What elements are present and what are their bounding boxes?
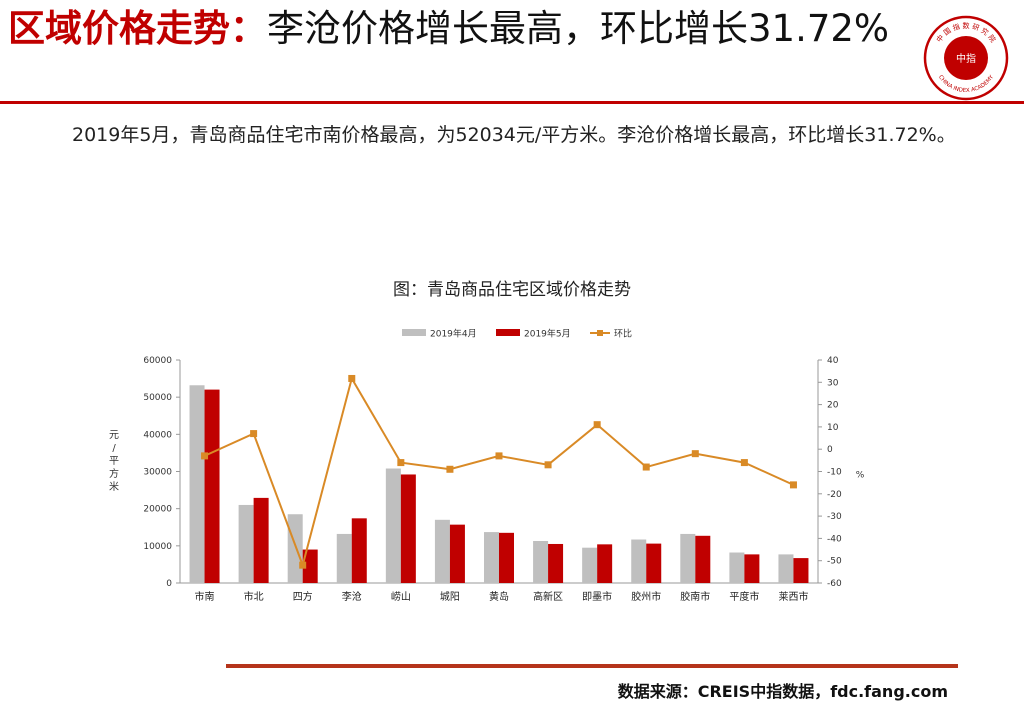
y2-tick-label: -40: [827, 534, 842, 544]
mom-point-2: [299, 561, 307, 569]
mom-point-7: [544, 461, 552, 469]
y-tick-label: 60000: [143, 356, 172, 366]
bar-april-11: [729, 552, 745, 583]
x-tick-label: 高新区: [533, 590, 563, 603]
y2-tick-label: 20: [827, 401, 839, 411]
bar-april-9: [631, 539, 647, 583]
page-title-prefix: 区域价格走势：: [8, 7, 267, 50]
bar-april-0: [189, 385, 205, 583]
bar-may-6: [499, 532, 514, 583]
bar-may-9: [646, 543, 662, 583]
legend-label: 2019年4月: [430, 328, 477, 340]
data-source: 数据来源：CREIS中指数据，fdc.fang.com: [617, 682, 948, 701]
legend-swatch: [402, 329, 426, 336]
y2-axis-label: %: [856, 471, 865, 481]
y-tick-label: 20000: [143, 505, 172, 515]
bar-april-10: [680, 533, 696, 583]
bar-may-7: [548, 543, 564, 583]
chart-mom-line: [201, 374, 797, 569]
y-axis-label-char: /: [112, 443, 116, 454]
chart-bars: [189, 385, 809, 583]
mom-point-8: [593, 421, 601, 429]
mom-point-4: [397, 459, 405, 467]
logo-center-text: 中指: [956, 52, 976, 65]
x-tick-label: 即墨市: [582, 590, 612, 603]
y-tick-label: 30000: [143, 468, 172, 478]
x-tick-label: 市南: [195, 590, 215, 603]
bar-april-2: [287, 514, 303, 583]
y2-tick-label: -50: [827, 557, 842, 567]
mom-point-11: [740, 459, 748, 467]
x-tick-label: 李沧: [342, 590, 362, 603]
bar-april-4: [385, 468, 401, 583]
mom-point-0: [201, 452, 209, 460]
bar-april-6: [484, 532, 499, 583]
chart-title: 图：青岛商品住宅区域价格走势: [393, 280, 631, 300]
bar-april-8: [582, 547, 598, 583]
mom-point-12: [789, 481, 797, 489]
bar-april-7: [533, 541, 549, 583]
region-price-chart: 2019年4月 2019年5月 环比 0 10000 20000 30000 40000 50…: [109, 328, 865, 604]
bar-april-3: [336, 533, 352, 583]
bar-may-1: [253, 497, 269, 583]
x-tick-label: 胶南市: [680, 590, 710, 603]
y-axis-label-char: 方: [109, 467, 119, 480]
x-tick-label: 平度市: [729, 590, 759, 603]
page-title-rest: 李沧价格增长最高，环比增长31.72%: [267, 7, 890, 50]
bar-may-12: [793, 558, 809, 583]
x-tick-label: 黄岛: [489, 590, 509, 603]
china-index-academy-logo: 中 国 指 数 研 究 院 CHINA INDEX ACADEMY 中指: [922, 14, 1010, 102]
y-axis-label-char: 平: [109, 456, 119, 467]
mom-point-9: [642, 463, 650, 471]
bar-april-12: [778, 554, 794, 583]
bar-may-2: [302, 549, 318, 583]
y-tick-label: 40000: [143, 430, 172, 440]
x-tick-label: 崂山: [391, 591, 411, 603]
y-tick-label: 10000: [143, 542, 172, 552]
mom-point-10: [691, 450, 699, 458]
summary-paragraph: 2019年5月，青岛商品住宅市南价格最高，为52034元/平方米。李沧价格增长最…: [72, 124, 956, 146]
bar-may-5: [449, 524, 465, 583]
legend-label: 2019年5月: [524, 328, 571, 340]
x-tick-label: 莱西市: [778, 590, 808, 603]
y-axis-label-char: 米: [109, 480, 119, 493]
bar-may-8: [597, 544, 613, 583]
y-axis-label-char: 元: [109, 430, 119, 441]
y2-tick-label: 0: [827, 445, 833, 455]
legend-marker: [597, 330, 603, 336]
footer-divider: [226, 664, 958, 668]
bar-may-10: [695, 535, 711, 583]
y2-tick-label: 40: [827, 356, 839, 366]
bar-may-4: [400, 474, 416, 583]
mom-point-5: [446, 465, 454, 473]
x-tick-label: 四方: [293, 590, 313, 603]
x-tick-label: 市北: [244, 590, 264, 603]
mom-point-1: [250, 430, 258, 438]
x-tick-label: 胶州市: [631, 590, 661, 603]
legend-swatch: [496, 329, 520, 336]
mom-point-6: [495, 452, 503, 460]
y2-tick-label: -20: [827, 490, 842, 500]
y-tick-label: 0: [166, 579, 172, 589]
chart-labels: 市南 市北 四方 李沧 崂山 城阳 黄岛 高新区 即墨市 胶州市 胶南市 平度市 莱西市: [195, 590, 809, 603]
y2-tick-label: -10: [827, 468, 842, 478]
bar-may-3: [351, 518, 367, 583]
bar-may-0: [204, 389, 220, 583]
title-divider: [0, 101, 1024, 104]
y-tick-label: 50000: [143, 393, 172, 403]
page-title: 区域价格走势：李沧价格增长最高，环比增长31.72%: [8, 6, 908, 52]
chart-axes: 0 10000 20000 30000 40000 50000 60000 -60 -50 -40…: [109, 356, 865, 589]
bar-april-5: [434, 519, 450, 583]
y2-tick-label: -30: [827, 512, 842, 522]
y2-tick-label: -60: [827, 579, 842, 589]
y2-tick-label: 30: [827, 378, 839, 388]
y2-tick-label: 10: [827, 423, 839, 433]
mom-point-3: [348, 374, 356, 382]
legend-label: 环比: [614, 328, 632, 340]
x-tick-label: 城阳: [440, 591, 460, 603]
bar-may-11: [744, 554, 760, 583]
chart-legend: 2019年4月 2019年5月 环比: [402, 328, 632, 340]
bar-april-1: [238, 504, 254, 583]
